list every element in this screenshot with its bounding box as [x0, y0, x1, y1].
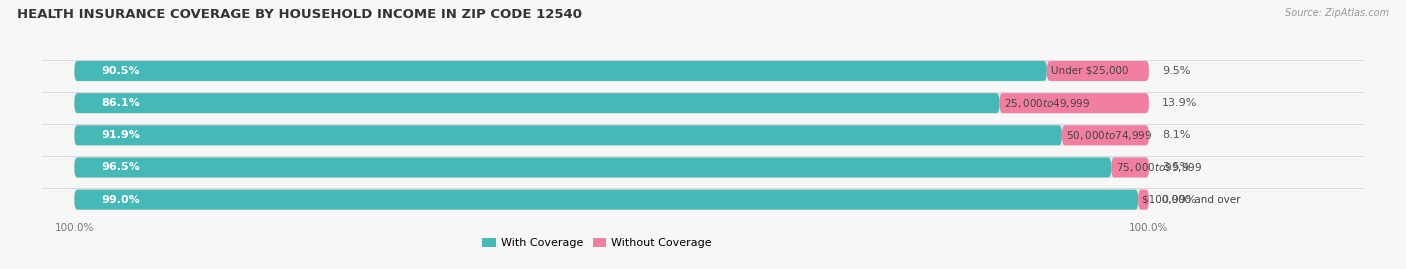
FancyBboxPatch shape	[75, 61, 1047, 81]
Text: 96.5%: 96.5%	[101, 162, 141, 172]
Text: 3.5%: 3.5%	[1161, 162, 1189, 172]
Text: 99.0%: 99.0%	[101, 195, 141, 205]
Text: 13.9%: 13.9%	[1161, 98, 1197, 108]
Text: 90.5%: 90.5%	[101, 66, 139, 76]
Legend: With Coverage, Without Coverage: With Coverage, Without Coverage	[478, 233, 717, 253]
FancyBboxPatch shape	[1000, 93, 1149, 113]
FancyBboxPatch shape	[75, 93, 1149, 113]
FancyBboxPatch shape	[1139, 190, 1149, 210]
Text: $25,000 to $49,999: $25,000 to $49,999	[1004, 97, 1090, 110]
FancyBboxPatch shape	[75, 61, 1149, 81]
FancyBboxPatch shape	[75, 125, 1062, 145]
Text: Source: ZipAtlas.com: Source: ZipAtlas.com	[1285, 8, 1389, 18]
FancyBboxPatch shape	[75, 190, 1139, 210]
FancyBboxPatch shape	[75, 158, 1149, 178]
FancyBboxPatch shape	[75, 158, 1111, 178]
Text: 0.99%: 0.99%	[1161, 195, 1197, 205]
FancyBboxPatch shape	[75, 190, 1149, 210]
FancyBboxPatch shape	[1111, 158, 1149, 178]
Text: Under $25,000: Under $25,000	[1052, 66, 1129, 76]
Text: $50,000 to $74,999: $50,000 to $74,999	[1066, 129, 1153, 142]
Text: 91.9%: 91.9%	[101, 130, 141, 140]
Text: 9.5%: 9.5%	[1161, 66, 1191, 76]
FancyBboxPatch shape	[1047, 61, 1149, 81]
Text: $75,000 to $99,999: $75,000 to $99,999	[1115, 161, 1202, 174]
FancyBboxPatch shape	[1062, 125, 1149, 145]
Text: 86.1%: 86.1%	[101, 98, 141, 108]
Text: 8.1%: 8.1%	[1161, 130, 1191, 140]
FancyBboxPatch shape	[75, 93, 1000, 113]
FancyBboxPatch shape	[75, 125, 1149, 145]
Text: $100,000 and over: $100,000 and over	[1143, 195, 1241, 205]
Text: HEALTH INSURANCE COVERAGE BY HOUSEHOLD INCOME IN ZIP CODE 12540: HEALTH INSURANCE COVERAGE BY HOUSEHOLD I…	[17, 8, 582, 21]
